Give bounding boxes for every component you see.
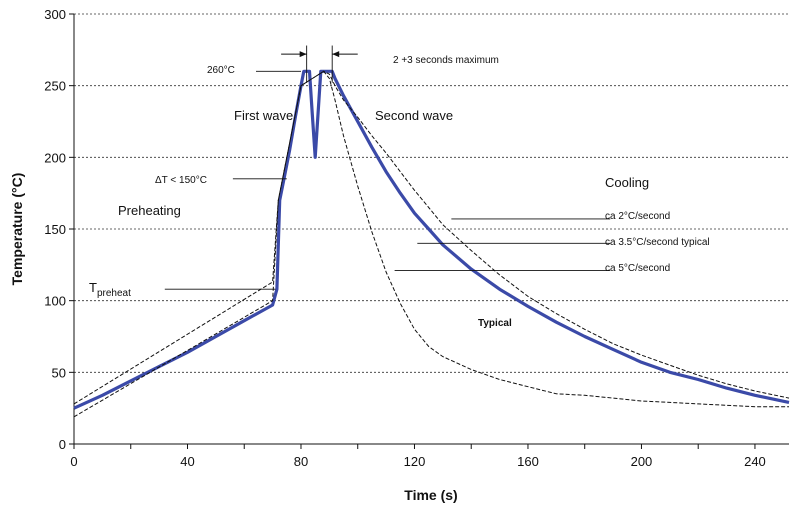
y-tick-label-250: 250 (44, 79, 66, 94)
annotation-peak-temp: 260°C (207, 65, 235, 76)
annotation-first-wave: First wave (234, 108, 293, 123)
annotation-leader-lines (165, 46, 610, 290)
x-tick-label-80: 80 (294, 454, 308, 469)
x-tick-label-240: 240 (744, 454, 766, 469)
x-tick-label-120: 120 (404, 454, 426, 469)
annotation-duration: 2 +3 seconds maximum (393, 55, 499, 66)
x-tick-label-200: 200 (631, 454, 653, 469)
arrow-left-head (300, 51, 307, 57)
y-tick-label-150: 150 (44, 222, 66, 237)
y-tick-label-100: 100 (44, 294, 66, 309)
y-tick-label-300: 300 (44, 7, 66, 22)
x-tick-label-40: 40 (180, 454, 194, 469)
annotation-typical: Typical (478, 318, 512, 329)
annotation-rate-fast: ca 5°C/second (605, 263, 670, 274)
annotation-preheating: Preheating (118, 203, 181, 218)
annotation-rate-slow: ca 2°C/second (605, 211, 670, 222)
y-tick-label-0: 0 (59, 437, 66, 452)
y-tick-label-50: 50 (52, 365, 66, 380)
annotation-delta-t: ΔT < 150°C (155, 175, 207, 186)
arrow-right-head (332, 51, 339, 57)
annotation-t-preheat-sub: preheat (97, 288, 131, 299)
annotation-t-preheat: Tpreheat (89, 280, 131, 299)
x-axis-title: Time (s) (404, 487, 457, 503)
y-tick-label-200: 200 (44, 150, 66, 165)
y-axis-title: Temperature (°C) (9, 173, 25, 286)
grid-lines (74, 14, 789, 372)
annotation-rate-typical: ca 3.5°C/second typical (605, 237, 710, 248)
x-tick-label-160: 160 (517, 454, 539, 469)
x-tick-label-0: 0 (70, 454, 77, 469)
annotation-second-wave: Second wave (375, 108, 453, 123)
annotation-cooling: Cooling (605, 175, 649, 190)
annotation-t-preheat-main: T (89, 280, 97, 295)
